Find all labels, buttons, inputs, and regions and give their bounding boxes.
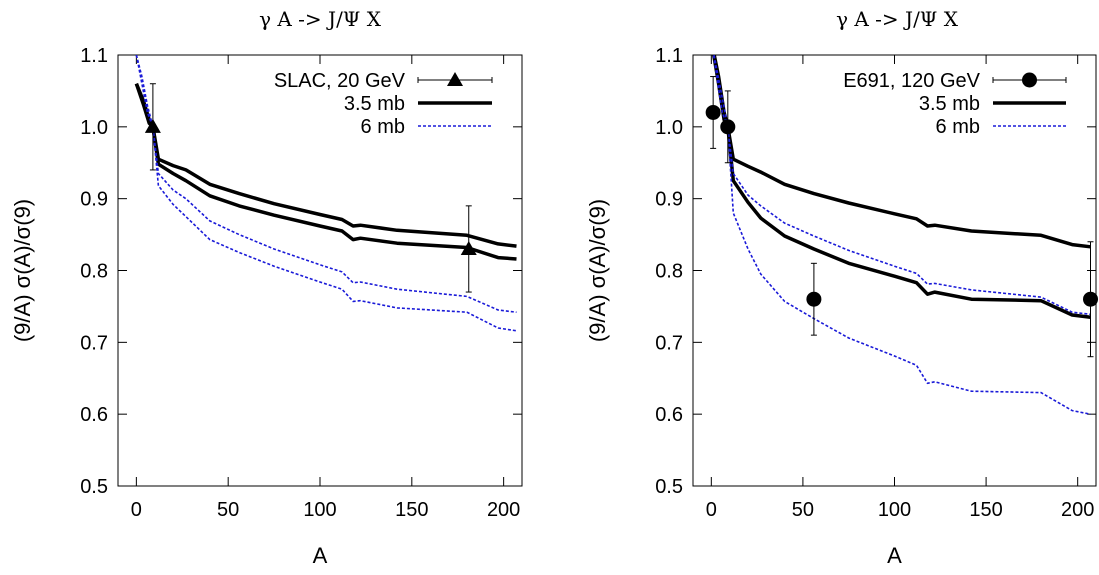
- chart-left-ytick-label: 0.9: [80, 189, 108, 211]
- chart-left-y-axis-label: (9/A) σ(A)/σ(9): [10, 199, 35, 342]
- chart-right-legend-label: 3.5 mb: [919, 93, 980, 115]
- chart-right-xtick-label: 50: [792, 499, 814, 521]
- chart-right-ytick-label: 0.7: [655, 332, 683, 354]
- chart-right-data-point-circle: [705, 104, 721, 120]
- chart-right-ytick-label: 0.8: [655, 261, 683, 283]
- chart-left-ytick-label: 0.8: [80, 261, 108, 283]
- chart-left-legend-label: 3.5 mb: [344, 93, 405, 115]
- chart-right-xtick-label: 0: [706, 499, 717, 521]
- chart-right-xtick-label: 150: [969, 499, 1002, 521]
- chart-right-xtick-label: 100: [878, 499, 911, 521]
- chart-left-curves: [134, 55, 517, 332]
- chart-right-title: γ A -> J/Ψ X: [836, 7, 959, 31]
- chart-right-legend-circle-marker: [1022, 72, 1037, 88]
- chart-left-xtick-label: 150: [395, 499, 428, 521]
- chart-left-data-point-triangle: [144, 118, 161, 133]
- chart-right-legend-label: E691, 120 GeV: [843, 70, 980, 92]
- chart-right-ytick-label: 1.0: [655, 117, 683, 139]
- chart-right-legend-label: 6 mb: [936, 116, 980, 138]
- chart-left-ytick-label: 1.0: [80, 117, 108, 139]
- chart-left-xtick-label: 0: [131, 499, 142, 521]
- chart-left-title: γ A -> J/Ψ X: [259, 7, 382, 31]
- chart-left-data-point-triangle: [460, 240, 477, 255]
- left-chart-panel: γ A -> J/Ψ X 0.5 0.6 0.7 0.8 0.9 1.0 1.1 0 50 100 1…: [10, 7, 523, 568]
- chart-right-data-point-circle: [720, 119, 736, 135]
- chart-left-series-solid-curve-1: [134, 83, 517, 248]
- chart-left-x-axis-label: A: [313, 543, 328, 568]
- chart-left-ytick-label: 1.1: [80, 45, 108, 67]
- chart-right-ytick-label: 0.9: [655, 189, 683, 211]
- right-chart-panel: γ A -> J/Ψ X 0.5 0.6 0.7 0.8 0.9 1.0 1.1 0 50 100 1…: [585, 7, 1099, 568]
- chart-left-ytick-label: 0.6: [80, 404, 108, 426]
- chart-left-series-solid-curve-2: [134, 83, 517, 261]
- chart-right-ytick-label: 0.5: [655, 476, 683, 498]
- chart-left-xtick-label: 50: [217, 499, 239, 521]
- chart-right-curves: [711, 55, 1091, 415]
- chart-right-ytick-label: 0.6: [655, 404, 683, 426]
- chart-left-legend-triangle-marker: [447, 72, 463, 86]
- chart-right-x-axis-label: A: [887, 543, 902, 568]
- chart-left-series-dashed-curve-2: [135, 55, 517, 332]
- chart-right-ytick-label: 1.1: [655, 45, 683, 67]
- chart-left-xtick-label: 100: [303, 499, 336, 521]
- chart-left-ytick-label: 0.7: [80, 332, 108, 354]
- chart-right-data-point-circle: [1083, 291, 1099, 307]
- chart-left-plot-frame: [117, 54, 523, 487]
- chart-right-data-point-circle: [806, 291, 822, 307]
- chart-left-xtick-label: 200: [487, 499, 520, 521]
- chart-right-series-dashed-curve-2: [712, 55, 1091, 415]
- chart-right-plot-frame: [692, 54, 1097, 487]
- chart-left-legend-label: 6 mb: [361, 116, 405, 138]
- chart-left-ytick-label: 0.5: [80, 476, 108, 498]
- chart-left-legend-label: SLAC, 20 GeV: [274, 70, 406, 92]
- chart-right-y-axis-label: (9/A) σ(A)/σ(9): [585, 199, 610, 342]
- chart-right-xtick-label: 200: [1061, 499, 1094, 521]
